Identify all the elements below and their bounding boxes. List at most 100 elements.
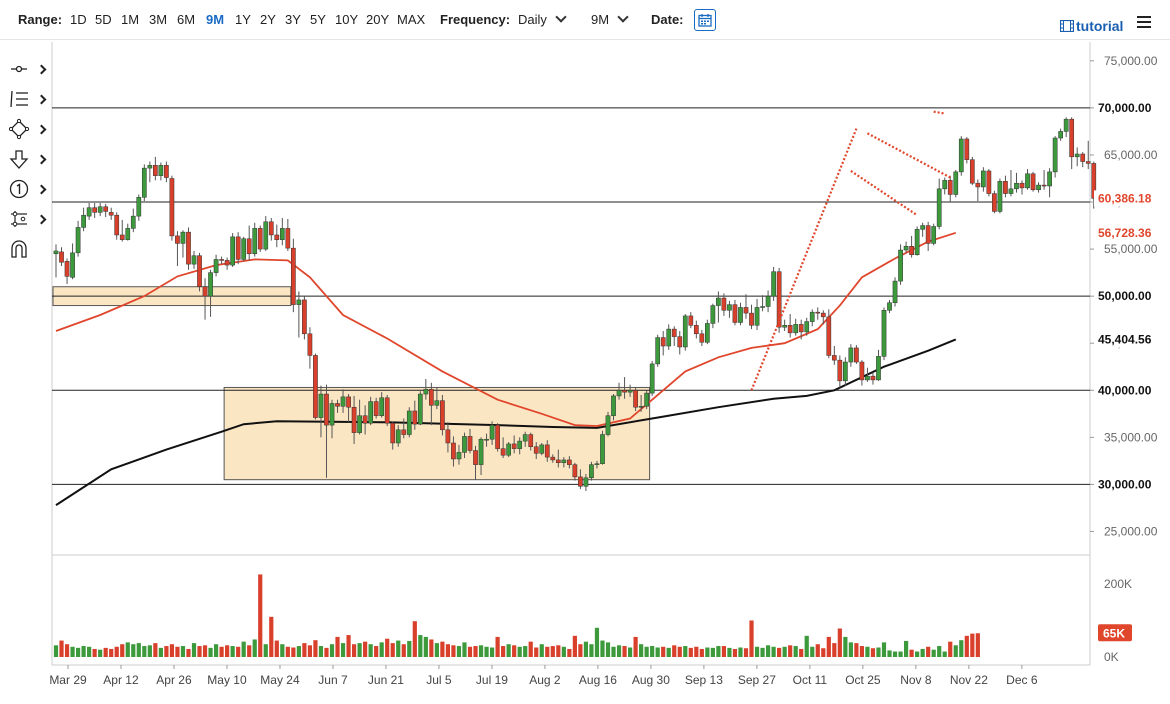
candles: [53, 117, 1097, 491]
candle: [384, 394, 390, 427]
volume-bar: [848, 642, 853, 657]
range-9m[interactable]: 9M: [206, 12, 225, 27]
range-2y[interactable]: 2Y: [260, 12, 276, 27]
candle: [544, 440, 550, 462]
candle-body: [870, 375, 876, 381]
range-1y[interactable]: 1Y: [235, 12, 251, 27]
volume-bar: [832, 643, 837, 657]
candle: [235, 232, 241, 265]
range-3y[interactable]: 3Y: [285, 12, 301, 27]
candle-body: [671, 328, 677, 337]
menu-button[interactable]: [1137, 16, 1151, 31]
candle-body: [230, 236, 235, 266]
volume-bar: [81, 646, 86, 657]
volume-bar: [340, 643, 346, 657]
candle: [920, 222, 925, 237]
volume-bar: [136, 643, 141, 657]
range-1m[interactable]: 1M: [121, 12, 140, 27]
frequency-value: Daily: [518, 12, 547, 27]
candle-body: [793, 324, 799, 334]
candle-body: [644, 392, 649, 407]
candle-body: [445, 429, 451, 444]
range-6m[interactable]: 6M: [177, 12, 196, 27]
tool-annotation[interactable]: [8, 178, 52, 202]
tool-crosshair[interactable]: [8, 58, 52, 82]
level-label-bg: [1094, 224, 1168, 241]
period-select[interactable]: 9M: [591, 11, 629, 28]
calendar-button[interactable]: [694, 9, 716, 31]
candle-body: [125, 228, 131, 240]
candle-body: [925, 225, 931, 244]
volume-bar: [313, 640, 318, 657]
range-5d[interactable]: 5D: [95, 12, 112, 27]
volume-bar: [793, 646, 798, 657]
volume-bar: [843, 636, 848, 657]
candle: [793, 318, 799, 336]
candle-body: [986, 170, 992, 194]
candle-body: [59, 251, 64, 263]
range-20y[interactable]: 20Y: [366, 12, 390, 27]
tutorial-link[interactable]: tutorial: [1059, 18, 1123, 34]
volume-bar: [572, 635, 577, 657]
tool-arrow[interactable]: [8, 148, 52, 172]
candle: [688, 312, 694, 329]
candle: [257, 225, 263, 252]
time-tick-label: Oct 25: [845, 673, 881, 687]
volume-bar: [59, 640, 64, 657]
candle-body: [909, 246, 914, 255]
candle: [302, 296, 307, 340]
candle: [307, 327, 313, 369]
candle-body: [64, 261, 70, 277]
tool-trend-lines[interactable]: [8, 88, 52, 112]
volume-bar: [258, 574, 263, 657]
volume-bar: [291, 647, 296, 657]
volume-bar: [346, 635, 351, 657]
range-max[interactable]: MAX: [397, 12, 426, 27]
candle-body: [302, 299, 307, 335]
candle: [1019, 180, 1025, 195]
volume-bar: [478, 645, 484, 657]
volume-bar: [269, 616, 274, 657]
candle-body: [561, 459, 567, 464]
tool-shapes[interactable]: [8, 118, 52, 142]
range-5y[interactable]: 5Y: [310, 12, 326, 27]
shapes-icon: [8, 118, 30, 140]
candle: [1091, 161, 1097, 209]
candle-body: [660, 337, 666, 347]
candle: [125, 223, 131, 241]
candle-body: [605, 415, 611, 435]
candle: [197, 252, 202, 292]
candle: [412, 400, 418, 430]
candle: [478, 437, 484, 475]
candle-body: [412, 410, 418, 425]
candle-body: [688, 315, 694, 326]
range-1d[interactable]: 1D: [70, 12, 87, 27]
frequency-select[interactable]: Daily: [518, 11, 567, 28]
candle: [213, 254, 219, 277]
level-label-bg: [1094, 331, 1168, 348]
candle: [81, 207, 86, 232]
candle-body: [257, 228, 263, 250]
candle: [445, 422, 451, 453]
volume-bar: [600, 640, 605, 657]
volume-bar: [247, 645, 252, 657]
volume-bar: [197, 646, 202, 657]
tool-measure[interactable]: [8, 208, 52, 232]
range-10y[interactable]: 10Y: [335, 12, 359, 27]
candle: [572, 462, 578, 481]
volume-bar: [799, 648, 804, 657]
candle-body: [953, 171, 959, 195]
volume-bar: [274, 640, 279, 657]
range-3m[interactable]: 3M: [149, 12, 168, 27]
volume-bar: [782, 646, 787, 657]
time-tick-label: Jun 21: [368, 673, 404, 687]
volume-bar: [484, 646, 489, 657]
candle: [666, 324, 672, 350]
volume-tick-label: 200K: [1104, 577, 1132, 591]
time-tick-label: Nov 8: [900, 673, 932, 687]
candle: [975, 179, 981, 202]
candle: [241, 236, 247, 262]
volume-bar: [959, 640, 964, 657]
tool-magnet[interactable]: [8, 238, 52, 262]
